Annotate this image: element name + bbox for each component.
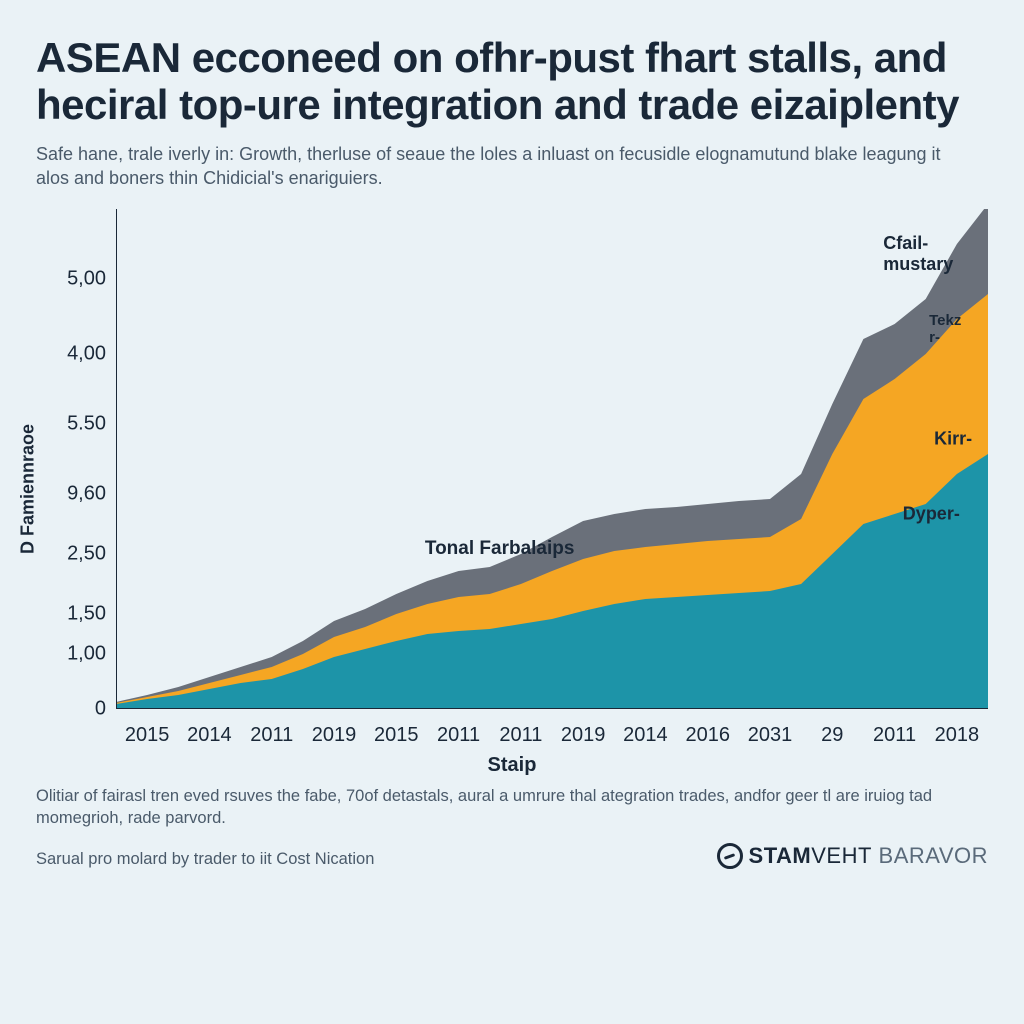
chart-annotation: Tonal Farbalaips <box>425 538 575 560</box>
chart-annotation: Kirr- <box>934 428 972 449</box>
y-tick: 1,50 <box>58 602 106 625</box>
x-axis-label: Staip <box>488 754 537 777</box>
x-tick: 2015 <box>374 724 419 747</box>
y-tick: 2,50 <box>58 542 106 565</box>
chart-annotation: Dyper- <box>903 503 960 524</box>
x-tick: 2019 <box>561 724 606 747</box>
brand-logo: STAMVEHT BARAVOR <box>717 843 988 869</box>
x-tick: 2011 <box>437 724 480 747</box>
x-tick: 2015 <box>125 724 170 747</box>
brand-icon <box>717 843 743 869</box>
chart-annotation: Cfail-mustary <box>883 233 953 275</box>
x-tick: 2014 <box>623 724 668 747</box>
y-tick: 9,60 <box>58 482 106 505</box>
x-tick: 2018 <box>935 724 980 747</box>
y-tick: 5,00 <box>58 267 106 290</box>
x-tick: 2019 <box>312 724 357 747</box>
x-tick: 2011 <box>873 724 916 747</box>
x-tick: 29 <box>821 724 843 747</box>
x-tick: 2031 <box>748 724 793 747</box>
y-tick: 5.50 <box>58 412 106 435</box>
y-tick: 1,00 <box>58 642 106 665</box>
x-tick: 2014 <box>187 724 232 747</box>
brand-mid: VEHT <box>811 843 872 868</box>
brand-bold: STAM <box>749 843 812 868</box>
page-title: ASEAN ecconeed on ofhr-pust fhart stalls… <box>36 34 988 128</box>
x-tick: 2011 <box>250 724 293 747</box>
x-tick: 2016 <box>685 724 730 747</box>
chart-annotation: Tekz r- <box>929 312 968 346</box>
y-axis-label: D Famiennraoe <box>18 424 39 554</box>
plot-area <box>116 209 988 709</box>
y-tick: 0 <box>58 697 106 720</box>
y-tick: 4,00 <box>58 342 106 365</box>
chart-footnote: Olitiar of fairasl tren eved rsuves the … <box>36 785 956 830</box>
brand-light: BARAVOR <box>879 843 988 868</box>
page-subtitle: Safe hane, trale iverly in: Growth, ther… <box>36 142 976 191</box>
area-chart: D Famiennraoe Staip 01,001,502,509,605.5… <box>36 209 988 769</box>
x-tick: 2011 <box>499 724 542 747</box>
source-text: Sarual pro molard by trader to iit Cost … <box>36 850 374 869</box>
